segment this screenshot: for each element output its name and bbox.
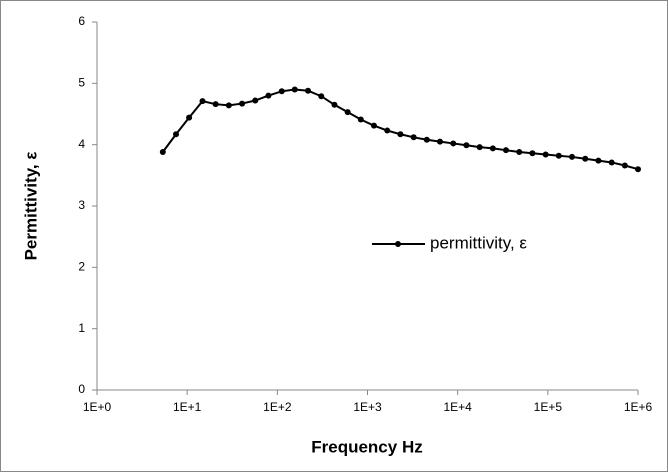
data-point	[516, 149, 523, 156]
data-point	[265, 92, 272, 99]
data-point	[199, 98, 206, 105]
y-tick-label: 2	[78, 260, 85, 274]
legend-marker	[395, 241, 401, 247]
data-point	[239, 100, 246, 107]
data-point	[318, 93, 325, 100]
data-point	[555, 152, 562, 159]
y-tick-label: 5	[78, 76, 85, 90]
data-point	[212, 101, 219, 108]
x-tick-label: 1E+3	[353, 400, 382, 414]
data-point	[410, 134, 417, 141]
data-point	[503, 147, 510, 154]
data-point	[397, 131, 404, 138]
data-point	[344, 109, 351, 116]
data-point	[595, 157, 602, 164]
x-tick-label: 1E+6	[624, 400, 653, 414]
legend-label: permittivity, ε	[430, 233, 527, 252]
data-point	[331, 101, 338, 108]
data-point	[370, 122, 377, 129]
data-point	[384, 127, 391, 134]
y-tick-label: 1	[78, 321, 85, 335]
data-point	[357, 116, 364, 123]
data-point	[489, 145, 496, 152]
data-point	[529, 150, 536, 157]
data-point	[173, 131, 180, 138]
data-point	[159, 149, 166, 156]
data-point	[621, 162, 628, 169]
data-point	[252, 97, 259, 104]
x-tick-label: 1E+4	[443, 400, 472, 414]
y-tick-label: 3	[78, 198, 85, 212]
data-point	[463, 142, 470, 149]
x-tick-label: 1E+5	[534, 400, 563, 414]
y-tick-label: 6	[78, 14, 85, 28]
data-point	[476, 144, 483, 151]
data-point	[542, 151, 549, 158]
y-axis-title: Permittivity, ε	[21, 152, 40, 261]
y-tick-label: 4	[78, 137, 85, 151]
x-tick-label: 1E+0	[83, 400, 112, 414]
data-point	[305, 87, 312, 94]
data-point	[186, 114, 193, 121]
data-point	[569, 153, 576, 160]
x-tick-label: 1E+2	[263, 400, 292, 414]
data-point	[582, 155, 589, 162]
x-tick-label: 1E+1	[173, 400, 202, 414]
data-point	[423, 136, 430, 143]
data-point	[278, 88, 285, 95]
data-point	[225, 102, 232, 109]
data-point	[450, 140, 457, 147]
data-point	[291, 86, 298, 93]
data-point	[635, 166, 641, 173]
x-axis-title: Frequency Hz	[311, 437, 422, 456]
y-tick-label: 0	[78, 382, 85, 396]
data-point	[436, 138, 443, 145]
data-point	[608, 159, 615, 166]
